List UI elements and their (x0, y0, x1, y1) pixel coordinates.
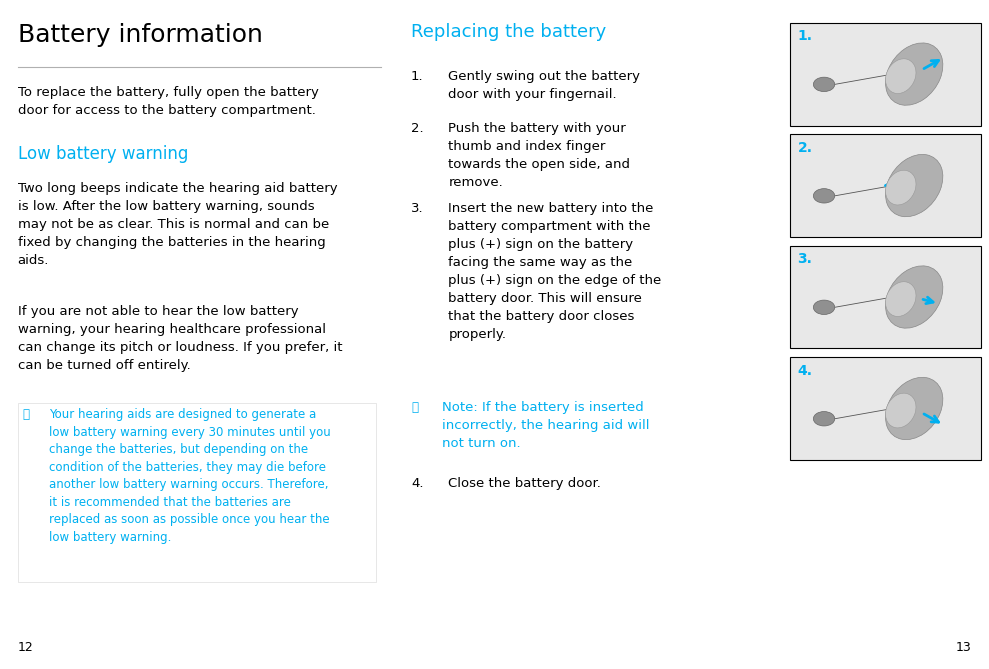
FancyBboxPatch shape (789, 246, 981, 349)
Ellipse shape (885, 266, 943, 328)
Text: Gently swing out the battery
door with your fingernail.: Gently swing out the battery door with y… (448, 70, 640, 102)
Circle shape (813, 300, 835, 314)
Circle shape (813, 411, 835, 426)
Text: If you are not able to hear the low battery
warning, your hearing healthcare pro: If you are not able to hear the low batt… (18, 304, 342, 372)
Ellipse shape (885, 393, 916, 428)
Text: 3.: 3. (410, 202, 423, 215)
Text: Insert the new battery into the
battery compartment with the
plus (+) sign on th: Insert the new battery into the battery … (448, 202, 662, 341)
Text: 13: 13 (955, 642, 971, 654)
Ellipse shape (885, 43, 943, 105)
Text: 2.: 2. (410, 122, 423, 135)
FancyBboxPatch shape (789, 23, 981, 126)
Text: ⓘ: ⓘ (23, 408, 30, 421)
Text: 12: 12 (18, 642, 34, 654)
Text: 1.: 1. (410, 70, 423, 84)
Text: 4.: 4. (410, 477, 423, 490)
Text: Two long beeps indicate the hearing aid battery
is low. After the low battery wa: Two long beeps indicate the hearing aid … (18, 182, 337, 267)
Text: 4.: 4. (797, 364, 812, 378)
Text: Low battery warning: Low battery warning (18, 145, 188, 163)
Text: To replace the battery, fully open the battery
door for access to the battery co: To replace the battery, fully open the b… (18, 86, 318, 116)
Ellipse shape (885, 155, 943, 217)
FancyBboxPatch shape (18, 403, 377, 582)
Text: Battery information: Battery information (18, 23, 262, 47)
Text: 3.: 3. (797, 252, 812, 266)
Ellipse shape (885, 282, 916, 316)
Circle shape (813, 77, 835, 92)
Circle shape (813, 189, 835, 203)
Text: 2.: 2. (797, 140, 812, 155)
Ellipse shape (885, 59, 916, 94)
FancyBboxPatch shape (789, 357, 981, 460)
Text: ⓘ: ⓘ (410, 401, 418, 414)
Ellipse shape (885, 170, 916, 205)
Text: 1.: 1. (797, 29, 812, 43)
FancyBboxPatch shape (789, 134, 981, 237)
Ellipse shape (885, 377, 943, 440)
Text: Close the battery door.: Close the battery door. (448, 477, 601, 490)
Text: Note: If the battery is inserted
incorrectly, the hearing aid will
not turn on.: Note: If the battery is inserted incorre… (442, 401, 650, 450)
Text: Push the battery with your
thumb and index finger
towards the open side, and
rem: Push the battery with your thumb and ind… (448, 122, 630, 189)
Text: Your hearing aids are designed to generate a
low battery warning every 30 minute: Your hearing aids are designed to genera… (49, 408, 330, 544)
Text: Replacing the battery: Replacing the battery (410, 23, 606, 41)
